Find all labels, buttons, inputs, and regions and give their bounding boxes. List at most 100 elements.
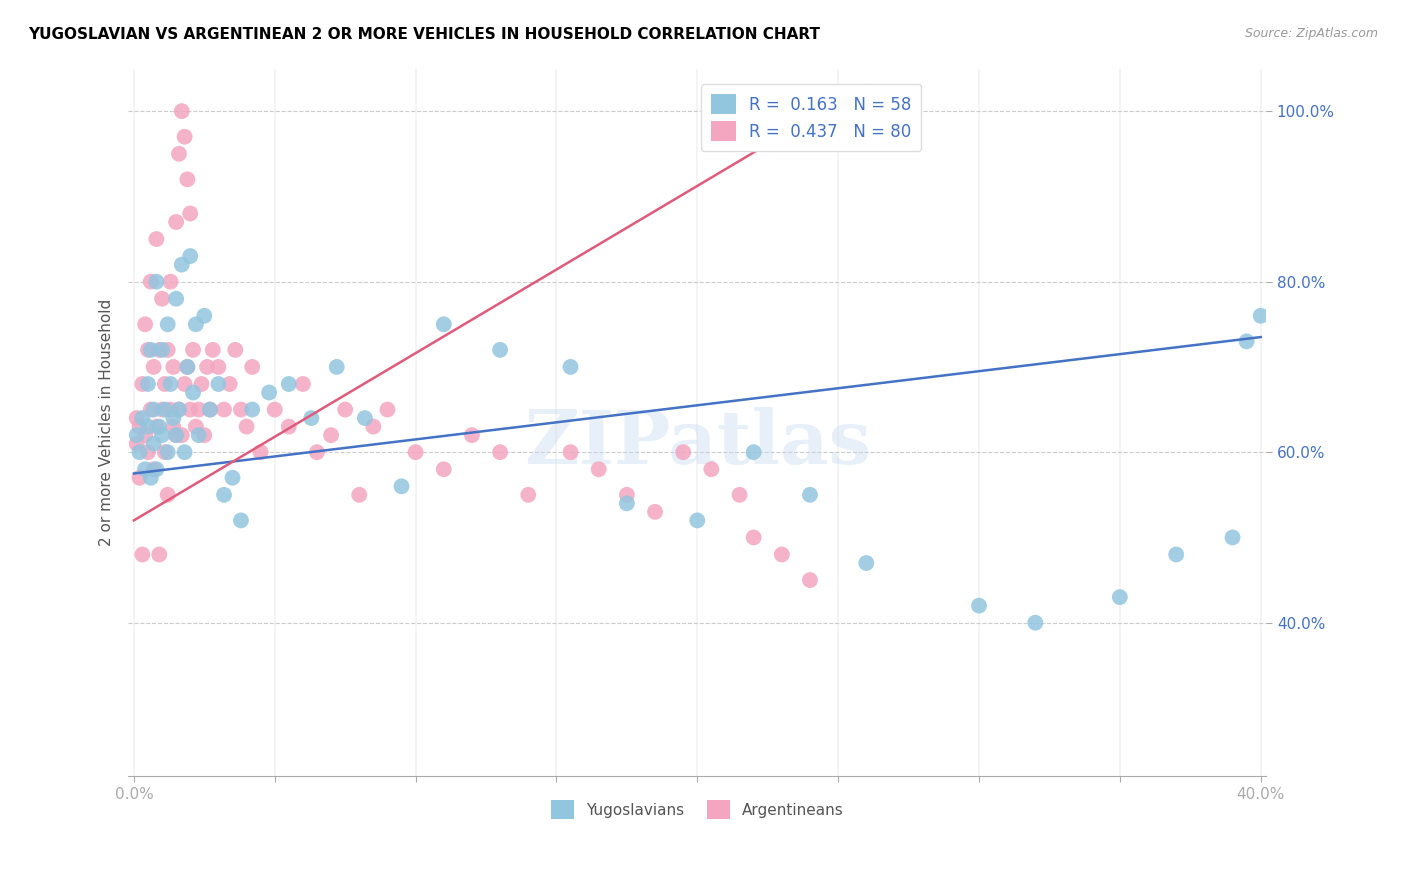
Point [181, 343, 204, 357]
Point [319, 428, 342, 442]
Point [148, 419, 170, 434]
Point [235, 419, 257, 434]
Point [190, 376, 212, 391]
Point [145, 419, 167, 434]
Point [184, 419, 207, 434]
Point [277, 419, 299, 434]
Point [560, 359, 582, 374]
Point [162, 419, 184, 434]
Point [686, 513, 709, 527]
Point [218, 376, 240, 391]
Text: YUGOSLAVIAN VS ARGENTINEAN 2 OR MORE VEHICLES IN HOUSEHOLD CORRELATION CHART: YUGOSLAVIAN VS ARGENTINEAN 2 OR MORE VEH… [28, 27, 820, 42]
Point [167, 402, 190, 417]
Point [299, 411, 322, 425]
Point [291, 376, 314, 391]
Point [333, 402, 356, 417]
Point [198, 402, 221, 417]
Point [156, 318, 179, 332]
Point [156, 488, 179, 502]
Point [150, 402, 173, 417]
Point [560, 445, 582, 459]
Point [176, 359, 198, 374]
Point [139, 275, 162, 289]
Point [305, 445, 328, 459]
Point [799, 488, 821, 502]
Point [170, 104, 193, 119]
Point [150, 343, 173, 357]
Point [128, 419, 150, 434]
Point [207, 376, 229, 391]
Point [159, 402, 181, 417]
Point [517, 488, 540, 502]
Point [148, 548, 170, 562]
Point [145, 462, 167, 476]
Point [156, 445, 179, 459]
Point [967, 599, 990, 613]
Point [489, 445, 512, 459]
Point [249, 445, 271, 459]
Point [193, 428, 215, 442]
Point [136, 419, 159, 434]
Point [165, 428, 187, 442]
Point [134, 318, 156, 332]
Point [433, 462, 456, 476]
Point [1024, 615, 1046, 630]
Point [150, 292, 173, 306]
Point [179, 402, 201, 417]
Point [193, 309, 215, 323]
Point [136, 445, 159, 459]
Point [212, 402, 235, 417]
Point [201, 343, 224, 357]
Point [212, 488, 235, 502]
Point [176, 172, 198, 186]
Point [142, 402, 165, 417]
Text: Source: ZipAtlas.com: Source: ZipAtlas.com [1244, 27, 1378, 40]
Point [240, 359, 263, 374]
Point [153, 402, 176, 417]
Point [125, 411, 148, 425]
Point [229, 513, 252, 527]
Point [142, 462, 165, 476]
Point [148, 343, 170, 357]
Point [134, 462, 156, 476]
Point [162, 359, 184, 374]
Point [1250, 309, 1272, 323]
Point [167, 146, 190, 161]
Point [128, 445, 150, 459]
Point [153, 376, 176, 391]
Point [181, 385, 204, 400]
Point [170, 258, 193, 272]
Point [165, 215, 187, 229]
Point [125, 436, 148, 450]
Point [131, 548, 153, 562]
Point [159, 275, 181, 289]
Point [179, 249, 201, 263]
Point [588, 462, 610, 476]
Point [162, 411, 184, 425]
Point [150, 428, 173, 442]
Point [325, 359, 347, 374]
Point [489, 343, 512, 357]
Point [1236, 334, 1258, 349]
Point [167, 402, 190, 417]
Point [240, 402, 263, 417]
Point [139, 471, 162, 485]
Point [224, 343, 246, 357]
Point [136, 343, 159, 357]
Point [173, 129, 195, 144]
Point [742, 445, 765, 459]
Point [207, 359, 229, 374]
Point [377, 402, 399, 417]
Point [125, 428, 148, 442]
Point [131, 411, 153, 425]
Point [131, 376, 153, 391]
Point [349, 488, 371, 502]
Point [405, 445, 427, 459]
Point [156, 343, 179, 357]
Point [277, 376, 299, 391]
Point [363, 419, 385, 434]
Point [354, 411, 377, 425]
Point [616, 496, 638, 510]
Point [198, 402, 221, 417]
Legend: Yugoslavians, Argentineans: Yugoslavians, Argentineans [544, 794, 851, 825]
